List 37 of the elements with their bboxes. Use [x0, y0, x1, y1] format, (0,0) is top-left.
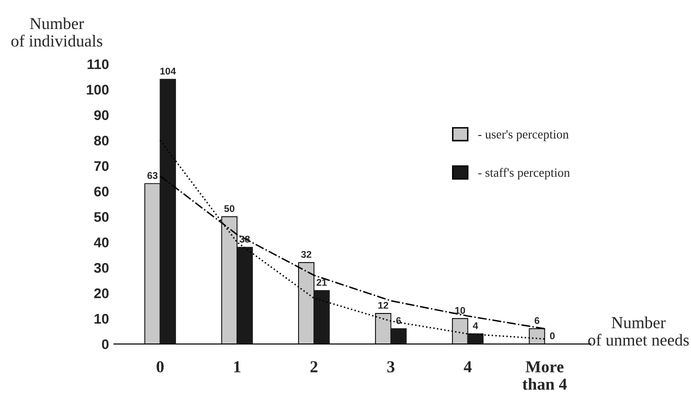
y-tick-label: 20: [94, 288, 109, 298]
data-label: 104: [160, 68, 176, 75]
y-tick-label: 60: [94, 186, 109, 196]
y-tick-label: 30: [94, 262, 109, 273]
x-tick-label: 4: [464, 361, 472, 372]
data-label: 10: [455, 306, 466, 314]
x-tick-label: 0: [156, 361, 164, 372]
y-tick-label: 10: [94, 314, 109, 324]
x-axis-title: Number of unmet needs: [588, 316, 689, 346]
y-axis-title: Number of individuals: [11, 17, 102, 47]
bar: [160, 78, 176, 344]
y-tick-label: 50: [94, 212, 109, 222]
y-tick-label: 80: [94, 136, 109, 146]
data-label: 6: [396, 317, 401, 324]
y-tick-label: 70: [94, 161, 109, 171]
y-tick-label: 90: [94, 110, 109, 120]
bar: [236, 246, 253, 344]
data-label: 32: [301, 250, 312, 258]
y-tick-label: 110: [88, 59, 109, 70]
y-tick-label: 0: [102, 339, 109, 350]
data-label: 12: [378, 302, 388, 309]
y-tick-label: 100: [86, 84, 109, 95]
data-label: 6: [534, 317, 540, 324]
bar: [390, 328, 407, 344]
data-label: 63: [147, 172, 158, 179]
x-tick-label: 1: [234, 361, 240, 372]
bar: [314, 290, 330, 344]
x-tick-label: 3: [387, 361, 394, 372]
x-tick-label: 2: [310, 361, 318, 372]
data-label: 21: [316, 278, 327, 286]
data-label: 0: [550, 332, 555, 340]
legend-label: - staff's perception: [478, 168, 570, 180]
x-tick-label: More than 4: [522, 361, 567, 390]
legend-label: - user's perception: [478, 130, 569, 142]
data-label: 4: [472, 322, 478, 330]
data-label: 50: [224, 205, 234, 212]
y-tick-label: 40: [94, 238, 109, 248]
